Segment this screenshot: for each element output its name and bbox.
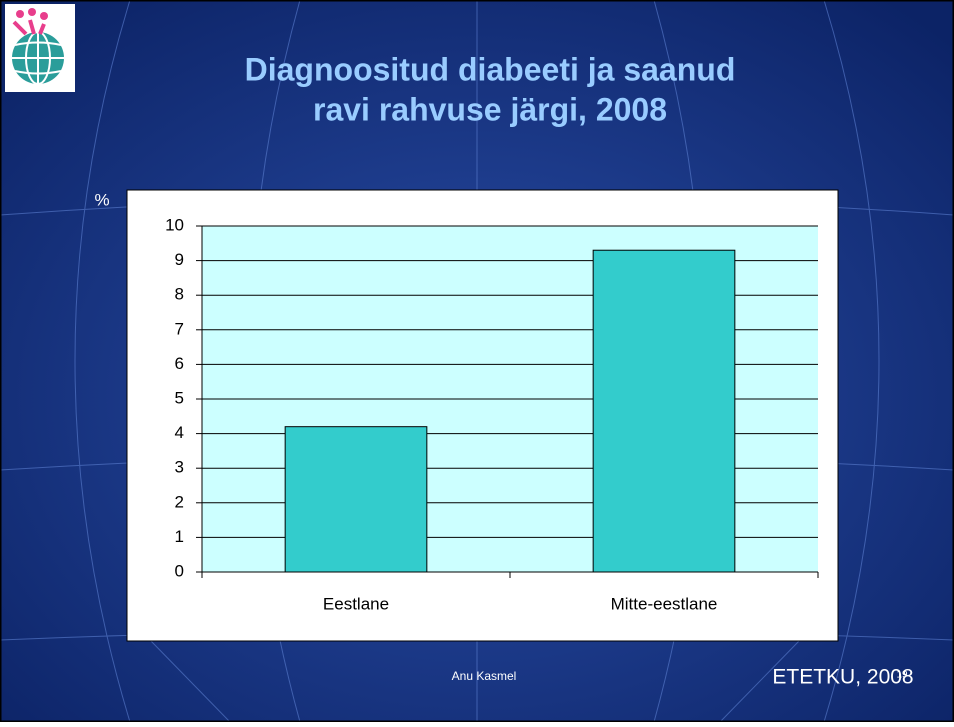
y-tick-label: 8	[175, 285, 184, 304]
bar	[284, 426, 428, 573]
y-tick-label: 6	[175, 354, 184, 373]
y-tick-label: 1	[175, 527, 184, 546]
y-tick-label: 7	[175, 319, 184, 338]
logo	[5, 4, 75, 92]
x-tick-label: Eestlane	[323, 594, 389, 613]
y-tick-label: 5	[175, 388, 184, 407]
x-tick-label: Mitte-eestlane	[611, 594, 718, 613]
y-tick-label: 2	[175, 492, 184, 511]
slide-title: Diagnoositud diabeeti ja saanud	[245, 51, 736, 87]
bar	[592, 249, 736, 573]
slide-title: ravi rahvuse järgi, 2008	[313, 91, 667, 127]
author: Anu Kasmel	[452, 669, 517, 683]
slide-number: 19	[896, 670, 908, 681]
y-tick-label: 3	[175, 458, 184, 477]
y-tick-label: 10	[165, 215, 184, 234]
source: ETETKU, 2008	[772, 666, 913, 689]
y-tick-label: 9	[175, 250, 184, 269]
y-tick-label: 0	[175, 561, 184, 580]
y-tick-label: 4	[175, 423, 184, 442]
y-unit-label: %	[94, 190, 109, 209]
